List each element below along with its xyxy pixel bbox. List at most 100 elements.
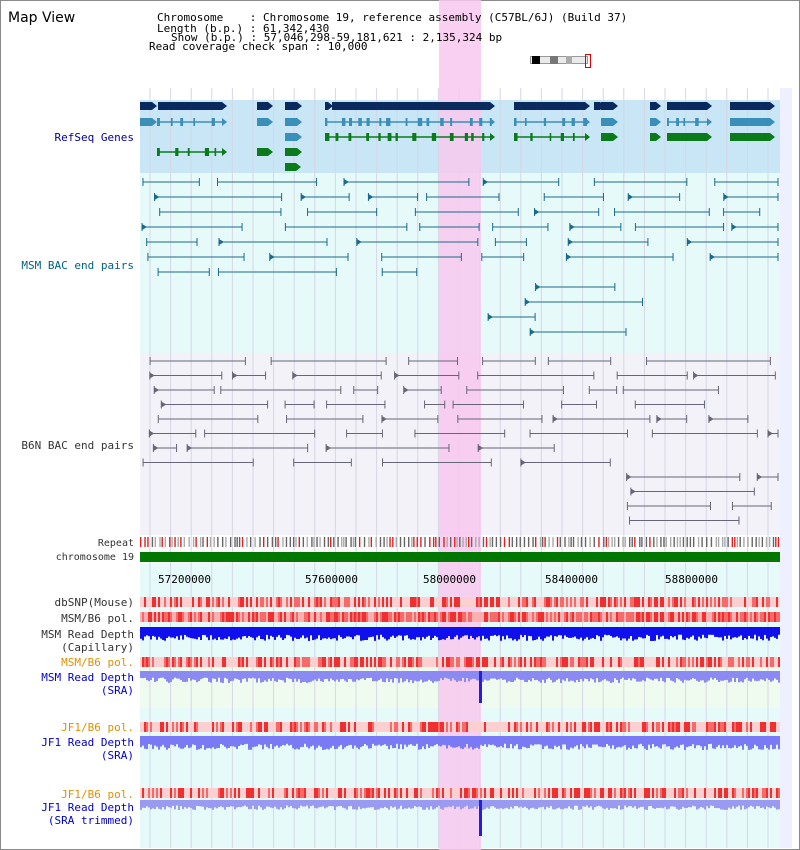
heat-cell [608,612,610,622]
depth-bar [340,736,342,745]
depth-bar [500,627,502,641]
heat-cell [666,722,668,732]
heat-cell [742,657,744,667]
depth-bar [744,627,746,639]
heat-cell [156,788,158,798]
heat-cell [384,612,386,622]
heat-cell [658,657,660,667]
depth-bar [306,627,308,638]
heat-cell [710,612,712,622]
gene-arrow [297,148,302,156]
depth-bar [584,800,586,807]
gene-exon [325,102,328,110]
track-label-msm-bac[interactable]: MSM BAC end pairs [21,259,134,272]
depth-bar [626,736,628,750]
depth-bar [446,671,448,679]
depth-bar [766,736,768,749]
track-label-repeat: Repeat [97,538,134,549]
heat-cell [778,597,780,607]
heat-cell [344,612,346,622]
depth-bar [432,800,434,810]
heat-cell [232,722,234,732]
depth-bar [326,800,328,808]
depth-bar [650,800,652,807]
heat-cell [150,597,152,607]
depth-bar [714,627,716,637]
heat-cell [234,597,236,607]
heat-cell [486,722,488,732]
depth-bar [634,736,636,749]
repeat-mark [515,537,518,547]
heat-cell [228,657,230,667]
heat-cell [386,597,388,607]
heat-cell [398,788,400,798]
heat-cell [254,597,256,607]
heat-cell [144,722,146,732]
heat-cell [168,788,170,798]
heat-cell [706,612,708,622]
heat-cell [556,788,558,798]
heat-cell [684,612,686,622]
heat-cell [154,597,156,607]
heat-cell [264,788,266,798]
axis-tick-label: 57200000 [158,573,211,586]
heat-cell [224,722,226,732]
depth-bar [180,736,182,749]
repeat-mark [408,537,410,547]
bac-end-arrow [232,372,238,379]
depth-bar [272,736,274,750]
heat-cell [408,788,410,798]
gene-arrow [770,118,775,126]
depth-bar [308,736,310,749]
depth-bar [356,671,358,680]
heat-cell [398,597,400,607]
heat-cell [564,657,566,667]
repeat-mark [416,537,418,547]
heat-cell [746,612,748,622]
repeat-mark [199,537,202,547]
depth-bar [728,671,730,683]
depth-bar [258,627,260,636]
heat-cell [644,657,646,667]
depth-bar [330,736,332,748]
heat-cell [430,597,432,607]
heat-cell [406,788,408,798]
repeat-mark [316,537,318,547]
heat-cell [612,597,614,607]
bac-end-arrow [530,329,536,335]
depth-bar [716,800,718,809]
depth-bar [454,671,456,681]
heat-cell [162,597,164,607]
heat-cell [374,788,376,798]
depth-bar [410,736,412,745]
repeat-mark [641,537,643,547]
heat-cell [624,657,626,667]
depth-bar [618,736,620,747]
heat-cell [568,788,570,798]
depth-bar [266,627,268,635]
depth-bar [680,736,682,745]
heat-cell [428,612,430,622]
heat-cell [684,788,686,798]
depth-bar [520,800,522,807]
depth-bar [204,627,206,636]
heat-cell [220,722,222,732]
repeat-mark [663,537,665,547]
depth-bar [268,800,270,807]
heat-cell [728,657,730,667]
track-label-refseq[interactable]: RefSeq Genes [54,131,134,144]
depth-bar [476,627,478,638]
depth-bar [142,800,144,808]
heat-cell [618,722,620,732]
depth-spike [479,800,482,836]
repeat-mark [435,537,437,547]
heat-cell [386,657,388,667]
track-label-b6n-bac[interactable]: B6N BAC end pairs [21,439,134,452]
depth-bar [284,800,286,809]
heat-cell [184,657,186,667]
heat-cell [582,612,584,622]
repeat-mark [144,537,146,547]
heat-cell [772,722,774,732]
heat-cell [626,722,628,732]
